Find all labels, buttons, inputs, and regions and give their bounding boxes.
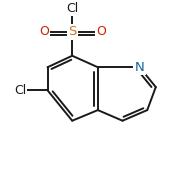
- Text: N: N: [135, 61, 145, 74]
- Text: S: S: [68, 25, 76, 38]
- Text: Cl: Cl: [14, 84, 27, 97]
- Text: O: O: [96, 25, 106, 38]
- Text: Cl: Cl: [66, 2, 78, 15]
- Text: O: O: [39, 25, 49, 38]
